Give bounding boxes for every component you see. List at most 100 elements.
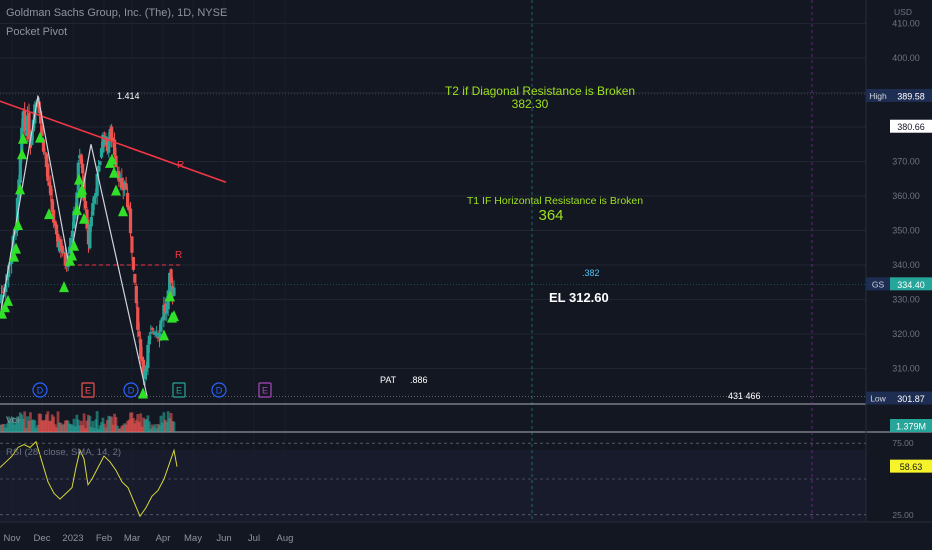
candle-body bbox=[165, 305, 169, 314]
time-tick-label: Feb bbox=[96, 533, 112, 544]
pocket-pivot-marker bbox=[67, 249, 77, 261]
candle-body bbox=[37, 101, 41, 114]
volume-bar bbox=[4, 427, 8, 432]
volume-bar bbox=[120, 425, 124, 432]
candle-body bbox=[114, 155, 118, 167]
candle-body bbox=[143, 370, 147, 379]
volume-bar bbox=[65, 419, 69, 432]
earnings-marker[interactable] bbox=[81, 382, 95, 398]
price-tick-label: 340.00 bbox=[892, 260, 920, 270]
volume-bar bbox=[159, 415, 163, 432]
candle-body bbox=[39, 111, 43, 124]
event-marker-letter: E bbox=[85, 386, 91, 396]
low-tag-value: 301.87 bbox=[897, 394, 925, 404]
pocket-pivot-marker bbox=[77, 183, 87, 195]
volume-bar bbox=[14, 422, 18, 432]
earnings-marker[interactable] bbox=[172, 382, 186, 398]
candle-body bbox=[83, 201, 88, 209]
volume-bar bbox=[166, 411, 170, 432]
volume-bar bbox=[69, 424, 73, 432]
volume-bar bbox=[68, 423, 71, 432]
volume-bar bbox=[110, 416, 114, 432]
candle-body bbox=[88, 224, 92, 249]
gs-tag-value: 334.40 bbox=[897, 280, 925, 290]
candle-body bbox=[30, 131, 34, 145]
volume-tag-value: 1.379M bbox=[896, 422, 926, 432]
candle-body bbox=[62, 251, 66, 253]
r-diagonal-label: R bbox=[177, 160, 184, 171]
pocket-pivot-marker bbox=[109, 166, 119, 178]
volume-bar bbox=[26, 416, 29, 432]
pocket-pivot-marker bbox=[169, 310, 179, 322]
candle-body bbox=[85, 209, 89, 229]
candle-body bbox=[27, 112, 31, 140]
volume-bar bbox=[49, 420, 53, 432]
dividend-marker[interactable] bbox=[123, 382, 139, 398]
candle-body bbox=[69, 237, 73, 249]
pocket-pivot-marker bbox=[107, 153, 117, 165]
volume-bar bbox=[45, 414, 48, 432]
volume-bar bbox=[53, 424, 57, 432]
candle-body bbox=[112, 139, 117, 156]
volume-bar bbox=[162, 412, 166, 432]
candle-body bbox=[43, 152, 47, 154]
rsi-line bbox=[0, 440, 178, 518]
volume-bar bbox=[78, 425, 82, 432]
candle-body bbox=[99, 148, 104, 158]
volume-bar bbox=[163, 419, 167, 432]
candle-body bbox=[101, 134, 105, 153]
volume-bar bbox=[87, 414, 90, 432]
volume-bar bbox=[11, 416, 15, 432]
volume-bar bbox=[71, 425, 74, 432]
candle-body bbox=[168, 272, 172, 293]
volume-bar bbox=[105, 419, 109, 432]
candle-body bbox=[139, 339, 143, 359]
volume-bar bbox=[39, 413, 42, 432]
gs-tag-label: GS bbox=[872, 279, 885, 289]
candle-body bbox=[155, 332, 159, 336]
volume-bar bbox=[171, 420, 174, 432]
volume-bar bbox=[81, 425, 85, 432]
volume-bar bbox=[127, 419, 131, 432]
candle-body bbox=[41, 139, 46, 152]
volume-bar bbox=[111, 424, 115, 432]
candle-body bbox=[120, 178, 124, 189]
candle-body bbox=[52, 209, 56, 223]
diagonal-resistance-line[interactable] bbox=[0, 94, 227, 183]
candle-body bbox=[95, 173, 99, 196]
t1-annotation-title: T1 IF Horizontal Resistance is Broken bbox=[467, 195, 643, 207]
price-tag-bg bbox=[890, 419, 932, 432]
candle-body bbox=[134, 285, 138, 304]
candle-body bbox=[14, 229, 18, 233]
dividend-marker[interactable] bbox=[32, 382, 48, 398]
volume-bar bbox=[169, 413, 173, 432]
candle-body bbox=[46, 163, 50, 181]
price-tick-label: 370.00 bbox=[892, 157, 920, 167]
fib-886-label: .886 bbox=[410, 375, 428, 385]
volume-bar bbox=[117, 428, 121, 432]
price-tag-label-bg bbox=[866, 88, 890, 102]
earnings-marker[interactable] bbox=[258, 382, 272, 398]
candle-body bbox=[40, 125, 44, 136]
dividend-marker[interactable] bbox=[211, 382, 227, 398]
volume-bar bbox=[46, 411, 50, 432]
volume-bar bbox=[5, 423, 9, 432]
time-tick-label: Jun bbox=[216, 533, 231, 544]
candle-body bbox=[124, 183, 128, 190]
volume-bar bbox=[43, 419, 47, 432]
event-marker-letter: E bbox=[262, 386, 268, 396]
candle-body bbox=[53, 220, 57, 226]
volume-bar bbox=[152, 426, 156, 432]
candle-body bbox=[54, 224, 59, 235]
price-tick-label: 350.00 bbox=[892, 226, 920, 236]
pocket-pivot-marker bbox=[15, 183, 25, 195]
rsi-label: RSI (28, close, SMA, 14, 2) bbox=[6, 447, 121, 458]
candle-body bbox=[157, 332, 162, 338]
volume-bar bbox=[116, 425, 119, 432]
time-tick-label: Aug bbox=[277, 533, 294, 544]
volume-bar bbox=[101, 417, 105, 432]
volume-bar bbox=[155, 428, 158, 432]
t1-annotation-value: 364 bbox=[538, 207, 563, 224]
